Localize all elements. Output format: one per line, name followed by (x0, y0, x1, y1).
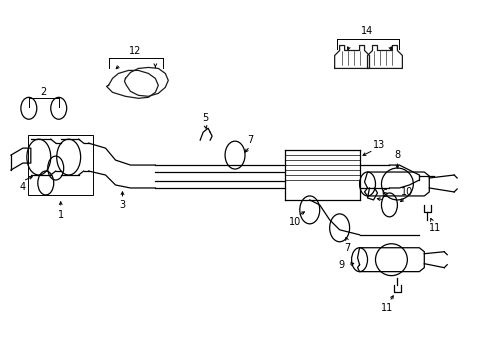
Text: 14: 14 (361, 26, 373, 36)
Text: 11: 11 (381, 302, 393, 312)
Text: 11: 11 (428, 223, 441, 233)
Text: 6: 6 (381, 189, 386, 199)
Text: 7: 7 (344, 243, 350, 253)
Text: 5: 5 (202, 113, 208, 123)
Text: 13: 13 (373, 140, 385, 150)
Text: 3: 3 (119, 200, 125, 210)
Text: 10: 10 (401, 187, 413, 197)
Text: 10: 10 (288, 217, 300, 227)
Text: 2: 2 (41, 87, 47, 97)
Text: 8: 8 (393, 150, 400, 160)
Text: 12: 12 (129, 45, 142, 55)
Text: 4: 4 (20, 182, 26, 192)
Text: 7: 7 (246, 135, 253, 145)
Text: 1: 1 (58, 210, 63, 220)
Bar (28, 135, 92, 195)
Text: 9: 9 (338, 260, 344, 270)
